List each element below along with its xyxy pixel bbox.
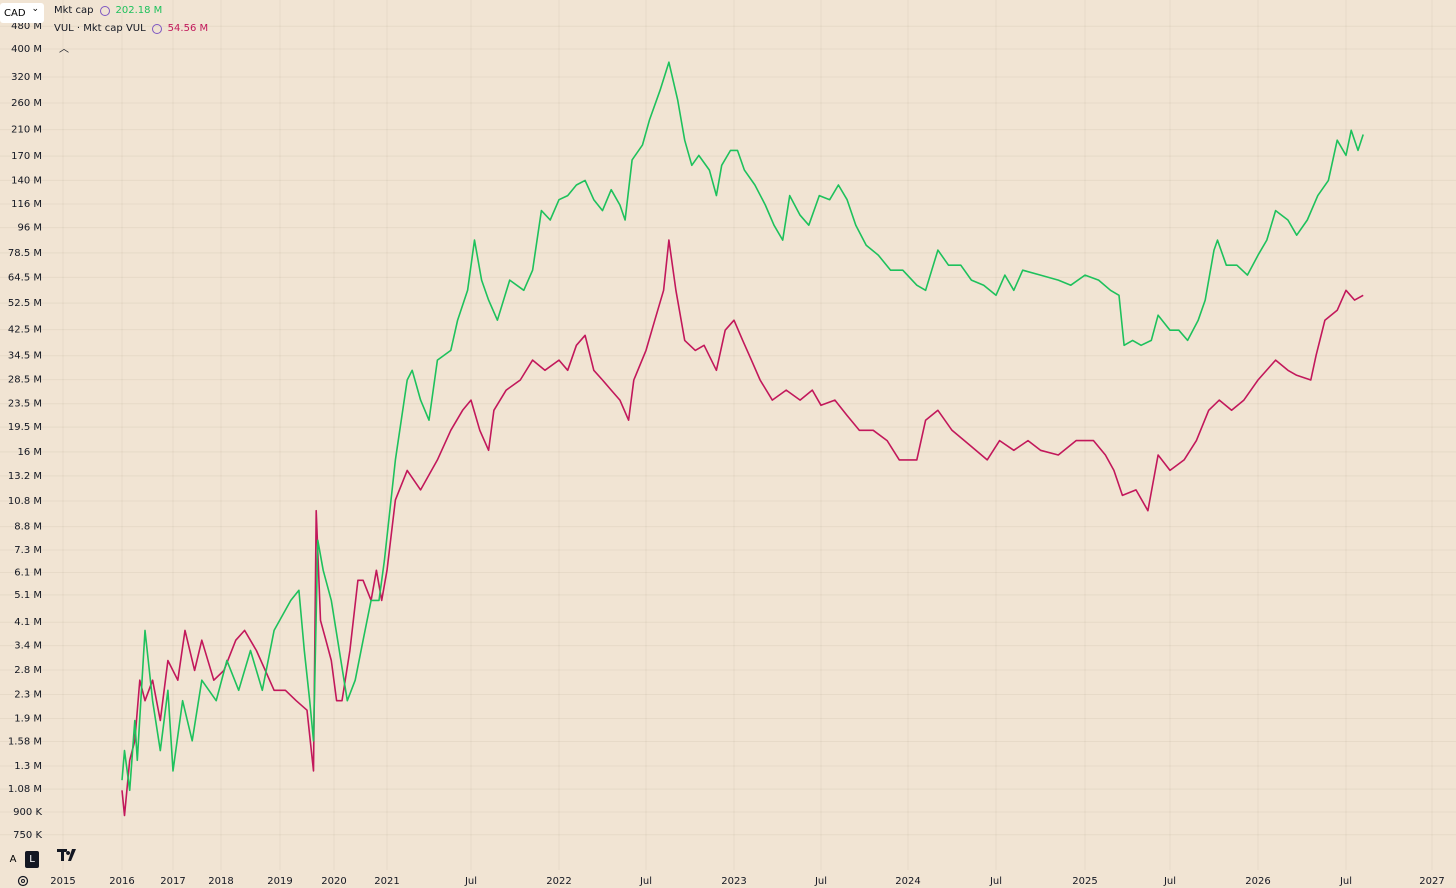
y-tick-label: 34.5 M — [8, 351, 42, 362]
x-tick-label: Jul — [989, 876, 1002, 887]
legend-name: Mkt cap — [54, 5, 94, 16]
log-scale-button[interactable]: L — [25, 851, 39, 868]
y-tick-label: 8.8 M — [14, 522, 42, 533]
x-tick-label: 2023 — [721, 876, 746, 887]
y-tick-label: 19.5 M — [8, 422, 42, 433]
x-tick-label: 2024 — [895, 876, 920, 887]
y-tick-label: 96 M — [17, 223, 42, 234]
y-tick-label: 4.1 M — [14, 617, 42, 628]
series-line — [121, 239, 1364, 817]
legend-name: VUL · Mkt cap VUL — [54, 23, 146, 34]
y-tick-label: 1.9 M — [14, 713, 42, 724]
settings-icon[interactable] — [16, 874, 30, 888]
legend-value: 202.18 M — [115, 5, 163, 16]
x-tick-label: Jul — [814, 876, 827, 887]
y-tick-label: 1.08 M — [8, 784, 42, 795]
x-tick-label: 2020 — [321, 876, 346, 887]
y-tick-label: 116 M — [11, 199, 42, 210]
x-tick-label: 2026 — [1245, 876, 1270, 887]
x-tick-label: Jul — [639, 876, 652, 887]
y-tick-label: 23.5 M — [8, 399, 42, 410]
y-tick-label: 64.5 M — [8, 272, 42, 283]
x-tick-label: 2025 — [1072, 876, 1097, 887]
y-tick-label: 10.8 M — [8, 496, 42, 507]
logo — [57, 849, 76, 861]
grid — [0, 0, 1456, 870]
x-tick-label: 2016 — [109, 876, 134, 887]
x-tick-label: Jul — [1163, 876, 1176, 887]
y-tick-label: 320 M — [11, 72, 42, 83]
x-tick-label: 2021 — [374, 876, 399, 887]
y-tick-label: 78.5 M — [8, 248, 42, 259]
auto-scale-button[interactable]: A — [9, 854, 17, 865]
y-tick-label: 1.58 M — [8, 737, 42, 748]
x-tick-label: 2017 — [160, 876, 185, 887]
y-tick-label: 13.2 M — [8, 471, 42, 482]
legend-icon[interactable] — [99, 5, 110, 16]
y-tick-label: 5.1 M — [14, 590, 42, 601]
legend-row: Mkt cap 202.18 M — [54, 5, 162, 16]
y-tick-label: 750 K — [13, 830, 42, 841]
y-tick-label: 52.5 M — [8, 298, 42, 309]
y-tick-label: 6.1 M — [14, 568, 42, 579]
x-tick-label: 2019 — [267, 876, 292, 887]
legend-icon[interactable] — [151, 23, 162, 34]
series-line — [121, 61, 1364, 792]
x-tick-label: Jul — [1339, 876, 1352, 887]
y-tick-label: 28.5 M — [8, 375, 42, 386]
y-tick-label: 7.3 M — [14, 545, 42, 556]
y-tick-label: 480 M — [11, 21, 42, 32]
x-tick-label: Jul — [464, 876, 477, 887]
x-tick-label: 2027 — [1419, 876, 1444, 887]
y-tick-label: 140 M — [11, 175, 42, 186]
y-tick-label: 900 K — [13, 807, 42, 818]
y-tick-label: 16 M — [17, 447, 42, 458]
y-tick-label: 400 M — [11, 44, 42, 55]
x-tick-label: 2015 — [50, 876, 75, 887]
y-tick-label: 1.3 M — [14, 761, 42, 772]
y-tick-label: 2.8 M — [14, 665, 42, 676]
y-tick-label: 3.4 M — [14, 641, 42, 652]
currency-select[interactable]: CAD — [0, 3, 44, 23]
legend-row: VUL · Mkt cap VUL 54.56 M — [54, 23, 208, 34]
x-tick-label: 2022 — [546, 876, 571, 887]
x-tick-label: 2018 — [208, 876, 233, 887]
y-tick-label: 170 M — [11, 151, 42, 162]
y-tick-label: 210 M — [11, 125, 42, 136]
y-tick-label: 260 M — [11, 98, 42, 109]
y-tick-label: 42.5 M — [8, 325, 42, 336]
y-tick-label: 2.3 M — [14, 690, 42, 701]
collapse-button[interactable]: ︿ — [59, 44, 69, 55]
legend-value: 54.56 M — [167, 23, 209, 34]
